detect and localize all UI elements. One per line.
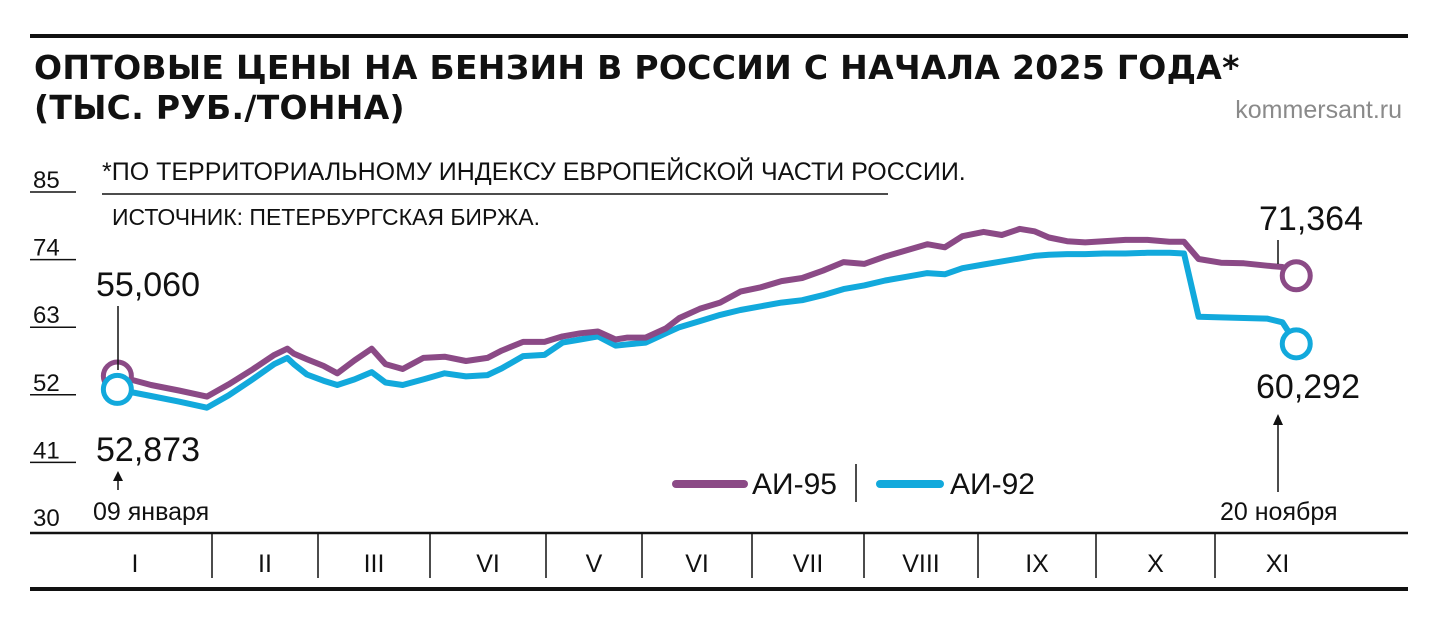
start-value-ai95: 55,060: [96, 266, 200, 304]
title-line-2: (ТЫС. РУБ./ТОННА): [34, 88, 405, 127]
x-tick-label: I: [132, 550, 139, 578]
x-tick-label: VI: [685, 550, 709, 578]
start-value-ai92: 52,873: [96, 431, 200, 469]
chart-title: ОПТОВЫЕ ЦЕНЫ НА БЕНЗИН В РОССИИ С НАЧАЛА…: [34, 48, 1284, 128]
bottom-rule: [30, 587, 1408, 591]
start-date-label: 09 января: [93, 498, 209, 526]
series-line-ai95: [114, 225, 1300, 400]
end-date-label: 20 ноября: [1220, 498, 1337, 526]
end-arrow-head: [1273, 414, 1283, 425]
source-note: ИСТОЧНИК: ПЕТЕРБУРГСКАЯ БИРЖА.: [112, 204, 540, 230]
start-arrow-head: [113, 471, 123, 481]
end-marker-ai95: [1279, 259, 1313, 293]
x-tick-label: V: [586, 550, 603, 578]
x-tick-label: X: [1147, 550, 1164, 578]
x-tick-label: XI: [1266, 550, 1290, 578]
y-tick-label: 85: [33, 167, 60, 194]
y-tick-label: 30: [33, 505, 60, 532]
y-tick-label: 63: [33, 302, 60, 329]
x-tick-label: II: [258, 550, 272, 578]
end-marker-ai92: [1279, 327, 1313, 361]
footnote: *ПО ТЕРРИТОРИАЛЬНОМУ ИНДЕКСУ ЕВРОПЕЙСКОЙ…: [102, 156, 966, 186]
site-label: kommersant.ru: [1235, 96, 1402, 124]
y-tick-label: 52: [33, 370, 60, 397]
x-tick-label: III: [364, 550, 385, 578]
legend-label-ai92: АИ-92: [950, 468, 1035, 501]
x-tick-label: VII: [793, 550, 824, 578]
x-axis: I II III VI V VI VII VIII IX X XI: [132, 533, 1290, 578]
title-line-1: ОПТОВЫЕ ЦЕНЫ НА БЕНЗИН В РОССИИ С НАЧАЛА…: [34, 48, 1240, 87]
top-rule: [30, 34, 1408, 38]
y-axis: 85 74 63 52 41 30: [30, 167, 76, 532]
y-tick-label: 41: [33, 437, 60, 464]
end-value-ai95: 71,364: [1259, 200, 1363, 238]
legend-label-ai95: АИ-95: [752, 468, 837, 501]
x-tick-label: VI: [476, 550, 500, 578]
x-tick-label: IX: [1025, 550, 1049, 578]
series-line-ai92: [114, 249, 1300, 411]
start-marker-ai92: [100, 372, 134, 406]
y-tick-label: 74: [33, 235, 60, 262]
x-tick-label: VIII: [902, 550, 940, 578]
start-annotation: 55,060 52,873 09 января: [93, 266, 209, 526]
series-group: [100, 225, 1313, 411]
legend: АИ-95 АИ-92: [672, 464, 1035, 502]
end-annotation: 71,364 60,292 20 ноября: [1220, 200, 1363, 526]
end-value-ai92: 60,292: [1256, 368, 1360, 406]
